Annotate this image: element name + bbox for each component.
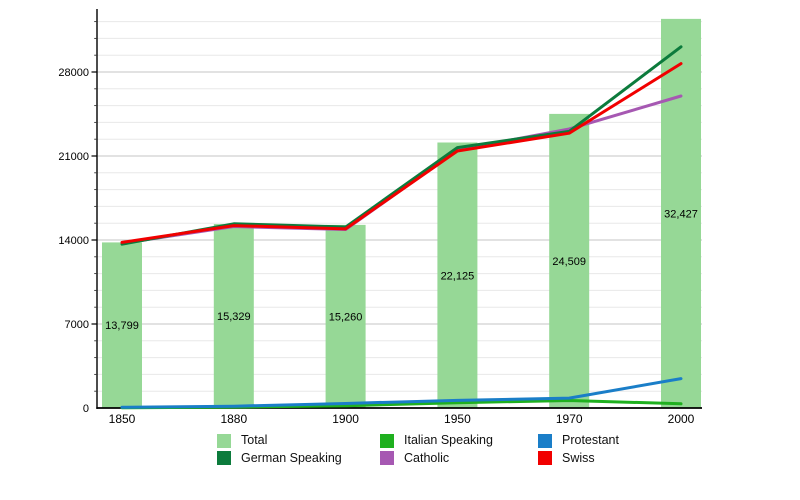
line-swiss: [120, 62, 683, 244]
legend-label: Protestant: [562, 433, 619, 447]
line-catholic: [120, 94, 683, 245]
legend-swatch-catholic: [380, 451, 394, 465]
total-bar-1970: [549, 113, 590, 408]
x-axis-tick-label: 1850: [109, 412, 136, 426]
bar-value-label: 15,329: [217, 311, 251, 323]
line-german-speaking: [120, 45, 683, 246]
x-axis-tick-label: 1970: [556, 412, 583, 426]
legend-label: Catholic: [404, 450, 450, 465]
total-bar-1900: [325, 224, 366, 408]
legend-label: Italian Speaking: [404, 433, 493, 447]
legend-swatch-protestant: [538, 433, 552, 448]
x-axis-tick-label: 2000: [668, 412, 695, 426]
bar-value-label: 22,125: [441, 270, 475, 282]
legend-item-protestant: Protestant: [538, 433, 619, 448]
y-axis-tick-label: 14000: [58, 235, 89, 247]
y-axis-tick-label: 0: [83, 403, 89, 415]
bar-value-label: 13,799: [105, 320, 139, 332]
total-bar-1950: [437, 142, 478, 408]
legend-item-swiss: Swiss: [538, 451, 595, 466]
legend-item-german-speaking: German Speaking: [217, 451, 342, 466]
legend-label: Swiss: [562, 450, 595, 465]
y-axis-tick-label: 28000: [58, 67, 89, 79]
legend-label: Total: [241, 433, 268, 447]
y-axis-tick-label: 7000: [65, 319, 89, 331]
legend-swatch-swiss: [538, 451, 552, 465]
x-axis-tick-label: 1900: [332, 412, 359, 426]
bar-value-label: 15,260: [329, 311, 363, 323]
legend-swatch-total: [217, 433, 231, 448]
legend-item-italian-speaking: Italian Speaking: [380, 433, 493, 448]
legend-item-total: Total: [217, 433, 267, 448]
x-axis-tick-label: 1950: [444, 412, 471, 426]
line-protestant: [120, 377, 683, 409]
total-bar-1880: [213, 224, 254, 408]
legend-swatch-italian-speaking: [380, 433, 394, 448]
total-bar-1850: [102, 242, 142, 408]
y-axis-tick-label: 21000: [58, 151, 89, 163]
bar-value-label: 24,509: [552, 256, 586, 268]
legend-item-catholic: Catholic: [380, 451, 449, 466]
total-bar-2000: [661, 18, 701, 408]
legend-label: German Speaking: [241, 450, 342, 465]
legend-swatch-german-speaking: [217, 451, 231, 465]
x-axis-tick-label: 1880: [220, 412, 247, 426]
bar-value-label: 32,427: [664, 208, 698, 220]
